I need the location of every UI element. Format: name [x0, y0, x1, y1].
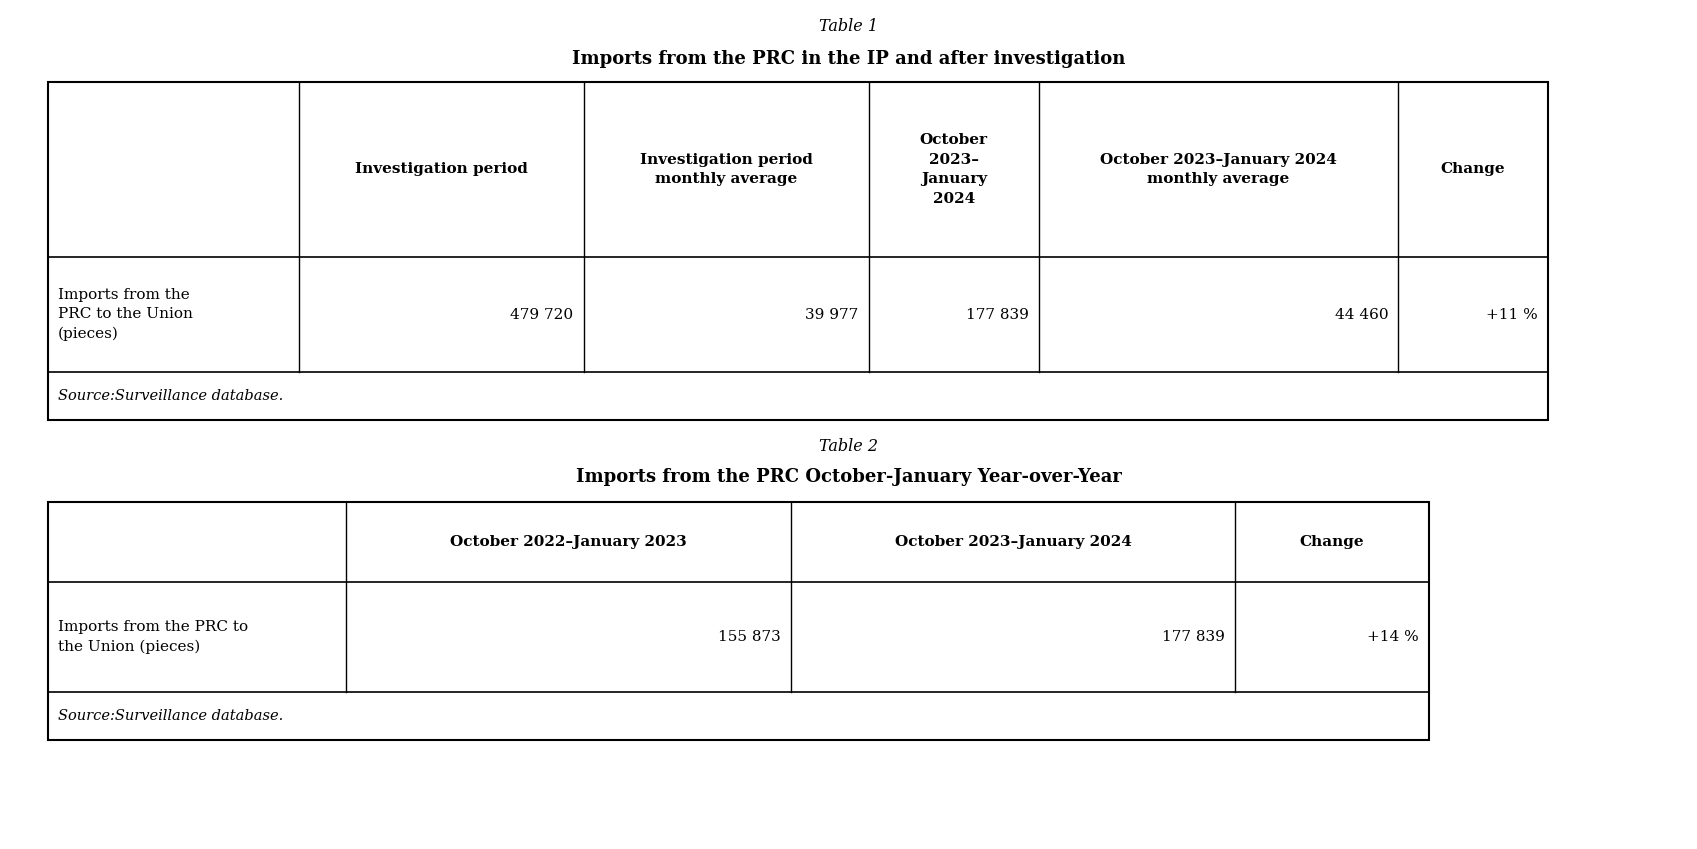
Text: Imports from the PRC in the IP and after investigation: Imports from the PRC in the IP and after… [572, 50, 1125, 68]
Text: October 2023–January 2024
monthly average: October 2023–January 2024 monthly averag… [1100, 153, 1337, 186]
Text: +14 %: +14 % [1368, 630, 1419, 644]
Text: Imports from the
PRC to the Union
(pieces): Imports from the PRC to the Union (piece… [58, 288, 192, 341]
Text: October
2023–
January
2024: October 2023– January 2024 [920, 133, 988, 205]
Text: Imports from the PRC October-January Year-over-Year: Imports from the PRC October-January Yea… [575, 468, 1122, 486]
Text: Source:Surveillance database.: Source:Surveillance database. [58, 389, 283, 403]
Text: Change: Change [1441, 162, 1505, 177]
Text: Source:Surveillance database.: Source:Surveillance database. [58, 709, 283, 723]
Text: Change: Change [1300, 535, 1364, 549]
Text: October 2023–January 2024: October 2023–January 2024 [894, 535, 1132, 549]
Text: Table 2: Table 2 [820, 438, 877, 455]
Text: 44 460: 44 460 [1334, 307, 1388, 322]
Bar [48, 82, 1548, 420]
Bar [48, 502, 1429, 740]
Text: 39 977: 39 977 [806, 307, 859, 322]
Text: Table 1: Table 1 [820, 18, 877, 35]
Text: 155 873: 155 873 [718, 630, 781, 644]
Text: Investigation period: Investigation period [355, 162, 528, 177]
Text: +11 %: +11 % [1487, 307, 1537, 322]
Text: 177 839: 177 839 [1162, 630, 1225, 644]
Text: Imports from the PRC to
the Union (pieces): Imports from the PRC to the Union (piece… [58, 620, 248, 654]
Text: 177 839: 177 839 [966, 307, 1028, 322]
Text: Investigation period
monthly average: Investigation period monthly average [640, 153, 813, 186]
Text: 479 720: 479 720 [511, 307, 574, 322]
Text: October 2022–January 2023: October 2022–January 2023 [450, 535, 687, 549]
